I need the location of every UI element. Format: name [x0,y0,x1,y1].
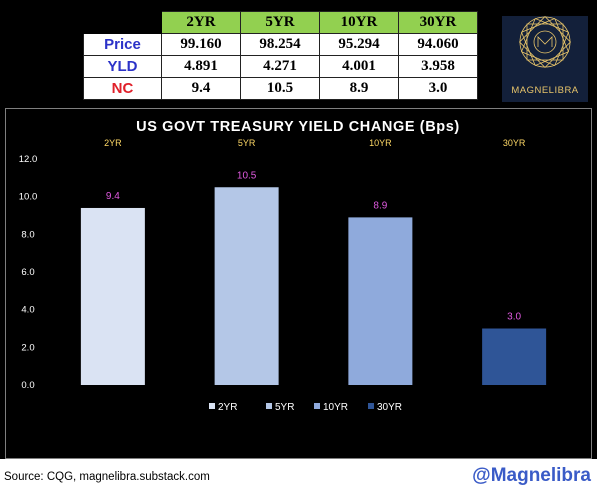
legend-swatch-5yr [266,403,272,409]
table-row-yld: YLD 4.891 4.271 4.001 3.958 [83,55,478,78]
source-text: Source: CQG, magnelibra.substack.com [4,471,210,483]
bars [80,187,547,385]
table-header-row: 2YR 5YR 10YR 30YR [83,11,478,34]
yld-10yr: 4.001 [319,55,399,78]
table-header-30yr: 30YR [398,11,478,34]
data-label-30yr: 3.0 [507,312,521,323]
logo-text: MAGNELIBRA [511,85,579,96]
yield-change-chart: US GOVT TREASURY YIELD CHANGE (Bps) 0.0 2… [19,119,547,413]
category-labels: 2YR 5YR 10YR 30YR [104,138,526,148]
category-label-5yr: 5YR [238,138,256,148]
data-label-5yr: 10.5 [237,170,257,181]
price-5yr: 98.254 [240,33,320,56]
category-label-30yr: 30YR [503,138,526,148]
bar-10yr [348,217,413,385]
twitter-handle: @Magnelibra [472,465,591,486]
table-row-nc: NC 9.4 10.5 8.9 3.0 [83,77,478,100]
y-tick-label: 2.0 [21,342,34,353]
nc-2yr: 9.4 [161,77,241,100]
table-header-10yr: 10YR [319,11,399,34]
y-axis-ticks: 0.0 2.0 4.0 6.0 8.0 10.0 12.0 [19,154,38,391]
legend-swatch-10yr [314,403,320,409]
bar-30yr [482,328,547,385]
legend-label-30yr: 30YR [377,402,402,413]
chart-legend: 2YR 5YR 10YR 30YR [209,402,402,413]
chart-title: US GOVT TREASURY YIELD CHANGE (Bps) [136,119,460,135]
bar-data-labels: 9.4 10.5 8.9 3.0 [106,170,522,322]
yld-30yr: 3.958 [398,55,478,78]
yld-5yr: 4.271 [240,55,320,78]
y-tick-label: 8.0 [21,229,34,240]
nc-30yr: 3.0 [398,77,478,100]
legend-swatch-30yr [368,403,374,409]
legend-swatch-2yr [209,403,215,409]
y-tick-label: 12.0 [19,154,38,165]
table-header-2yr: 2YR [161,11,241,34]
price-10yr: 95.294 [319,33,399,56]
data-label-10yr: 8.9 [373,200,387,211]
yield-summary-table: 2YR 5YR 10YR 30YR Price 99.160 98.254 95… [83,11,478,100]
y-tick-label: 4.0 [21,305,34,316]
y-tick-label: 10.0 [19,192,38,203]
yld-2yr: 4.891 [161,55,241,78]
price-30yr: 94.060 [398,33,478,56]
bar-5yr [214,187,279,385]
category-label-10yr: 10YR [369,138,392,148]
table-corner-cell [83,11,162,34]
legend-label-10yr: 10YR [323,402,348,413]
row-label-yld: YLD [83,55,162,78]
nc-5yr: 10.5 [240,77,320,100]
y-tick-label: 6.0 [21,267,34,278]
nc-10yr: 8.9 [319,77,399,100]
legend-label-2yr: 2YR [218,402,237,413]
table-row-price: Price 99.160 98.254 95.294 94.060 [83,33,478,56]
footer: Source: CQG, magnelibra.substack.com @Ma… [0,459,597,494]
row-label-price: Price [83,33,162,56]
table-header-5yr: 5YR [240,11,320,34]
magnelibra-logo: MAGNELIBRA [502,15,588,102]
price-2yr: 99.160 [161,33,241,56]
category-label-2yr: 2YR [104,138,122,148]
row-label-nc: NC [83,77,162,100]
y-tick-label: 0.0 [21,380,34,391]
bar-2yr [80,207,145,385]
chart-panel: US GOVT TREASURY YIELD CHANGE (Bps) 0.0 2… [5,108,592,459]
legend-label-5yr: 5YR [275,402,294,413]
mandala-icon [518,15,572,69]
data-label-2yr: 9.4 [106,191,120,202]
